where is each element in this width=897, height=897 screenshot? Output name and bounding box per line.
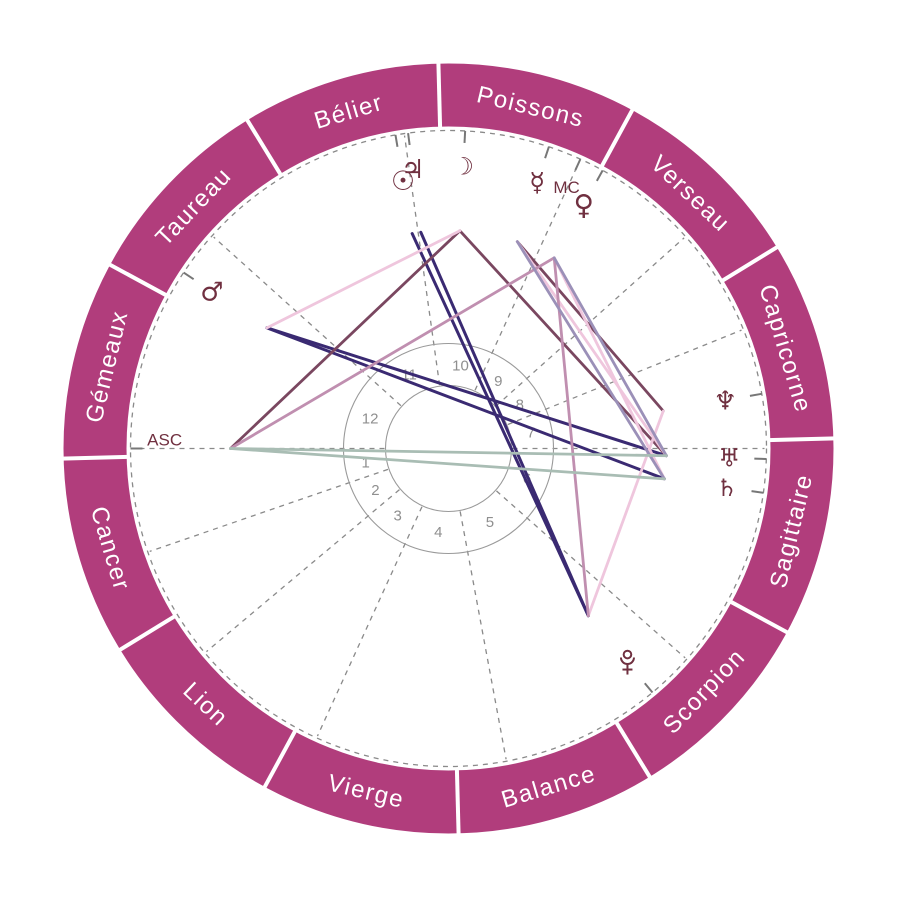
planet-tick-neptune [749,392,762,397]
house-ring-inner-circle [384,384,513,513]
house-cusp-line-8 [507,329,742,426]
house-number-2: 2 [371,482,379,499]
pluto-cup [619,657,635,666]
mc-label: MC [553,178,579,197]
house-number-7: 7 [527,425,535,442]
planet-venus-glyph: ♀ [574,188,595,221]
planet-sun-glyph: ☉ [391,166,415,197]
sign-divider [262,728,298,790]
aspect-asc-saturn [229,447,666,481]
planet-tick-moon [463,130,467,143]
house-cusp-line-2 [149,468,389,552]
pluto-orb [622,649,633,660]
planet-tick-mercury [544,146,550,159]
aspect-asc-uranus [229,447,668,458]
aspect-venus-asc [229,256,556,450]
aspect-mercury-saturn [515,240,666,481]
planet-moon-glyph: ☽ [453,152,475,180]
asc-label: ASC [147,431,182,450]
house-cusp-line-5 [459,511,507,760]
house-number-1: 1 [361,455,369,472]
planet-tick-venus [595,169,604,182]
aspect-mercury-uranus [515,240,668,458]
planet-pluto-glyph [619,649,635,675]
sign-divider [61,454,129,461]
house-number-9: 9 [494,373,502,390]
sign-divider [720,244,780,284]
house-number-12: 12 [362,411,379,428]
house-cusp-line-6 [496,490,686,659]
planet-saturn-glyph: ♄ [716,474,738,502]
house-cusp-line-3 [206,489,400,653]
zodiac-ring [63,63,834,834]
degree-circle [129,129,768,768]
house-cusp-line-12 [213,236,402,407]
aspect-neptune-pluto [586,409,665,618]
sign-divider [599,107,635,169]
mc-tick [574,158,582,171]
house-number-5: 5 [486,514,494,531]
house-cusp-line-10 [474,160,581,391]
house-number-8: 8 [516,396,524,413]
aspect-mercury-neptune [515,240,665,413]
aspect-jupiter-pluto [419,230,590,618]
aspect-venus-saturn [552,256,666,481]
house-cusp-line-4 [316,506,423,737]
sign-divider [454,768,461,836]
sign-divider [117,613,177,653]
sign-divider [436,61,443,129]
planet-neptune-glyph: ♆ [714,386,737,416]
planet-uranus-glyph: ♅ [718,444,740,473]
planet-tick-pluto [644,682,654,694]
aspect-moon-mars [265,229,462,330]
planet-tick-jupiter [407,132,411,146]
planet-mars-glyph: ♂ [200,277,223,307]
sign-divider [768,436,836,443]
aspect-venus-uranus [552,256,668,458]
house-ring-outer-circle [342,342,555,555]
planet-tick-sun [394,134,399,147]
aspect-venus-pluto [552,256,590,618]
house-cusp-line-11 [403,135,441,386]
sign-divider [107,262,169,298]
house-cusp-line-9 [495,237,685,407]
sign-divider [613,720,653,780]
house-number-3: 3 [394,508,402,525]
house-number-4: 4 [434,524,442,541]
aspect-moon-asc [229,229,462,450]
planet-mercury-glyph: ☿ [529,168,545,198]
sign-divider [728,599,790,635]
house-number-10: 10 [452,358,469,375]
planet-tick-saturn [751,490,764,494]
planet-tick-mars [183,271,195,280]
sign-divider [244,117,284,177]
planet-jupiter-glyph: ♃ [401,155,424,185]
